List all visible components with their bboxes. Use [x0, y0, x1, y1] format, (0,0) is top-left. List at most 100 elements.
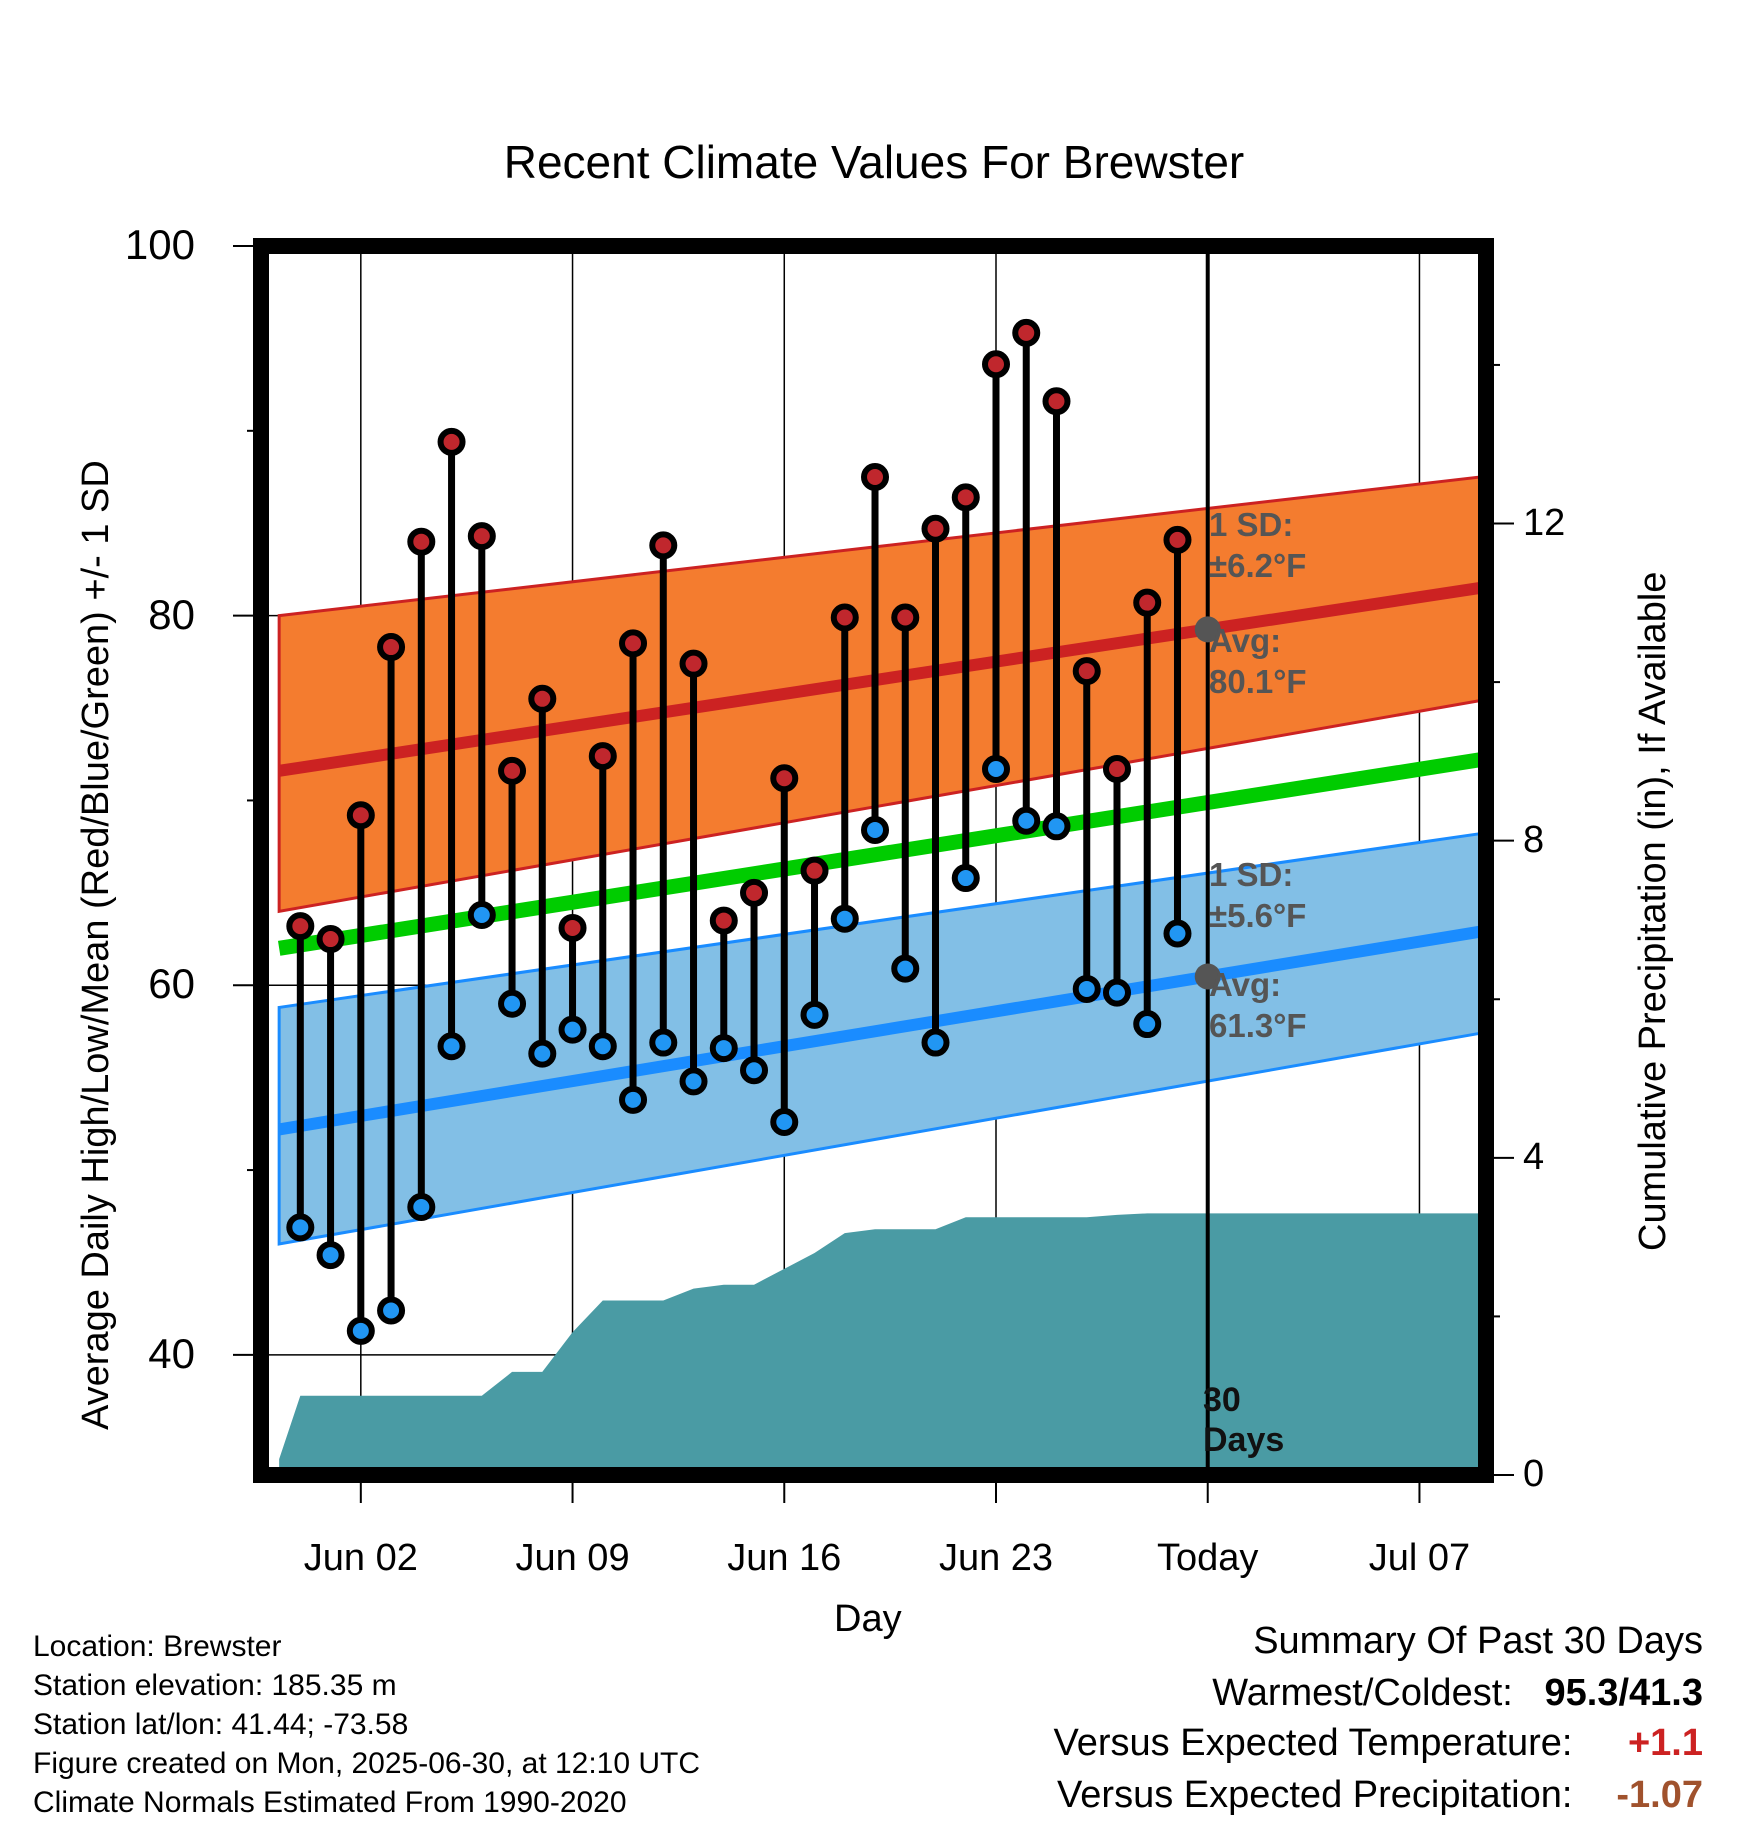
daily-high-point	[619, 629, 648, 658]
high-sd-value: ±6.2°F	[1209, 547, 1307, 584]
y-tick-label: 80	[148, 590, 195, 638]
daily-high-point	[588, 742, 617, 771]
daily-high-point	[1072, 657, 1101, 686]
daily-high-point	[1042, 387, 1071, 416]
daily-low-point	[316, 1241, 345, 1270]
daily-high-point	[1163, 525, 1192, 554]
y-tick-label: 60	[148, 960, 195, 1008]
summary-warm-cold-label: Warmest/Coldest:	[1212, 1672, 1513, 1714]
daily-low-point	[467, 901, 496, 930]
daily-high-point	[558, 913, 587, 942]
x-tick-label: Jun 23	[938, 1537, 1054, 1579]
daily-low-point	[830, 904, 859, 933]
y2-tick-label: 12	[1523, 501, 1566, 544]
high-sd-title: 1 SD:	[1209, 506, 1294, 543]
x-tick-label: Jul 07	[1368, 1537, 1471, 1579]
daily-low-point	[407, 1193, 436, 1222]
y2-tick-label: 8	[1523, 818, 1545, 861]
daily-high-point	[921, 514, 950, 543]
low-normal-line	[278, 925, 1481, 1136]
low-avg-label: Avg: 61.3°F	[1209, 964, 1307, 1046]
summary-warm-cold-value: 95.3/41.3	[1544, 1672, 1703, 1714]
daily-high-point	[528, 684, 557, 713]
daily-high-point	[679, 649, 708, 678]
daily-low-point	[740, 1056, 769, 1085]
footer-elevation: Station elevation: 185.35 m	[33, 1669, 397, 1702]
low-normal-today-marker	[1194, 963, 1221, 990]
daily-high-point	[407, 527, 436, 556]
daily-high-point	[800, 856, 829, 885]
daily-low-point	[679, 1067, 708, 1096]
y-tick-label: 100	[124, 221, 195, 268]
summary-precip-value: -1.07	[1616, 1774, 1703, 1816]
high-avg-label: Avg: 80.1°F	[1209, 620, 1307, 702]
daily-high-point	[467, 522, 496, 551]
daily-high-point	[709, 906, 738, 935]
daily-high-point	[770, 764, 799, 793]
daily-high-point	[1012, 318, 1041, 347]
daily-high-point	[437, 427, 466, 456]
daily-low-point	[951, 864, 980, 893]
daily-low-point	[377, 1296, 406, 1325]
high-normal-today-marker	[1194, 616, 1221, 643]
daily-low-point	[286, 1213, 315, 1242]
daily-low-point	[346, 1316, 375, 1345]
daily-high-point	[982, 350, 1010, 379]
summary-precip-label: Versus Expected Precipitation:	[1057, 1774, 1573, 1816]
low-avg-title: Avg:	[1209, 966, 1282, 1003]
daily-high-point	[740, 878, 769, 907]
daily-high-point	[1133, 588, 1162, 617]
daily-low-point	[1072, 974, 1101, 1003]
x-tick-label: Today	[1157, 1537, 1259, 1579]
summary-heading: Summary Of Past 30 Days	[1253, 1620, 1703, 1662]
plot-frame	[253, 238, 1494, 1483]
daily-low-point	[800, 1000, 829, 1029]
x-tick-label: Jun 16	[727, 1537, 842, 1579]
daily-low-point	[1133, 1010, 1162, 1039]
low-avg-value: 61.3°F	[1209, 1007, 1307, 1044]
x-axis-label: Day	[834, 1598, 902, 1640]
daily-high-point	[377, 633, 406, 662]
daily-high-point	[861, 463, 890, 492]
summary-precip: Versus Expected Precipitation: -1.07	[1057, 1774, 1703, 1817]
daily-high-point	[891, 603, 920, 632]
low-sd-value: ±5.6°F	[1209, 897, 1307, 934]
precipitation-area	[279, 1213, 1480, 1475]
x-tick-label: Jun 02	[303, 1537, 418, 1579]
daily-low-point	[498, 989, 527, 1018]
daily-high-point	[286, 912, 315, 941]
high-avg-value: 80.1°F	[1209, 663, 1307, 700]
footer-latlon: Station lat/lon: 41.44; -73.58	[33, 1708, 409, 1741]
daily-low-point	[528, 1039, 557, 1068]
daily-low-point	[1102, 978, 1131, 1007]
daily-low-point	[891, 954, 920, 983]
daily-high-point	[951, 483, 980, 512]
daily-low-point	[770, 1108, 799, 1137]
daily-low-point	[982, 755, 1010, 784]
y2-tick-label: 0	[1523, 1453, 1545, 1495]
daily-low-point	[1163, 919, 1192, 948]
chart-title: Recent Climate Values For Brewster	[503, 136, 1245, 188]
summary-temp: Versus Expected Temperature: +1.1	[1054, 1722, 1703, 1765]
daily-high-point	[316, 925, 345, 954]
daily-high-point	[498, 756, 527, 785]
daily-low-point	[861, 816, 890, 845]
low-sd-label: 1 SD: ±5.6°F	[1209, 854, 1306, 936]
window-days-label: 30 Days	[1203, 1381, 1285, 1459]
footer-normals: Climate Normals Estimated From 1990-2020	[33, 1786, 627, 1819]
high-sd-label: 1 SD: ±6.2°F	[1209, 504, 1306, 586]
footer-created: Figure created on Mon, 2025-06-30, at 12…	[33, 1747, 701, 1780]
y2-tick-label: 4	[1523, 1135, 1545, 1178]
daily-low-point	[709, 1034, 738, 1063]
high-avg-title: Avg:	[1209, 622, 1282, 659]
x-tick-label: Jun 09	[515, 1537, 630, 1579]
summary-temp-label: Versus Expected Temperature:	[1053, 1722, 1573, 1764]
daily-low-point	[649, 1028, 678, 1057]
daily-low-point	[437, 1032, 466, 1061]
daily-low-point	[558, 1015, 587, 1044]
daily-low-point	[921, 1028, 950, 1057]
summary-temp-value: +1.1	[1627, 1722, 1703, 1764]
daily-high-point	[1102, 755, 1131, 784]
footer-location: Location: Brewster	[33, 1630, 282, 1663]
